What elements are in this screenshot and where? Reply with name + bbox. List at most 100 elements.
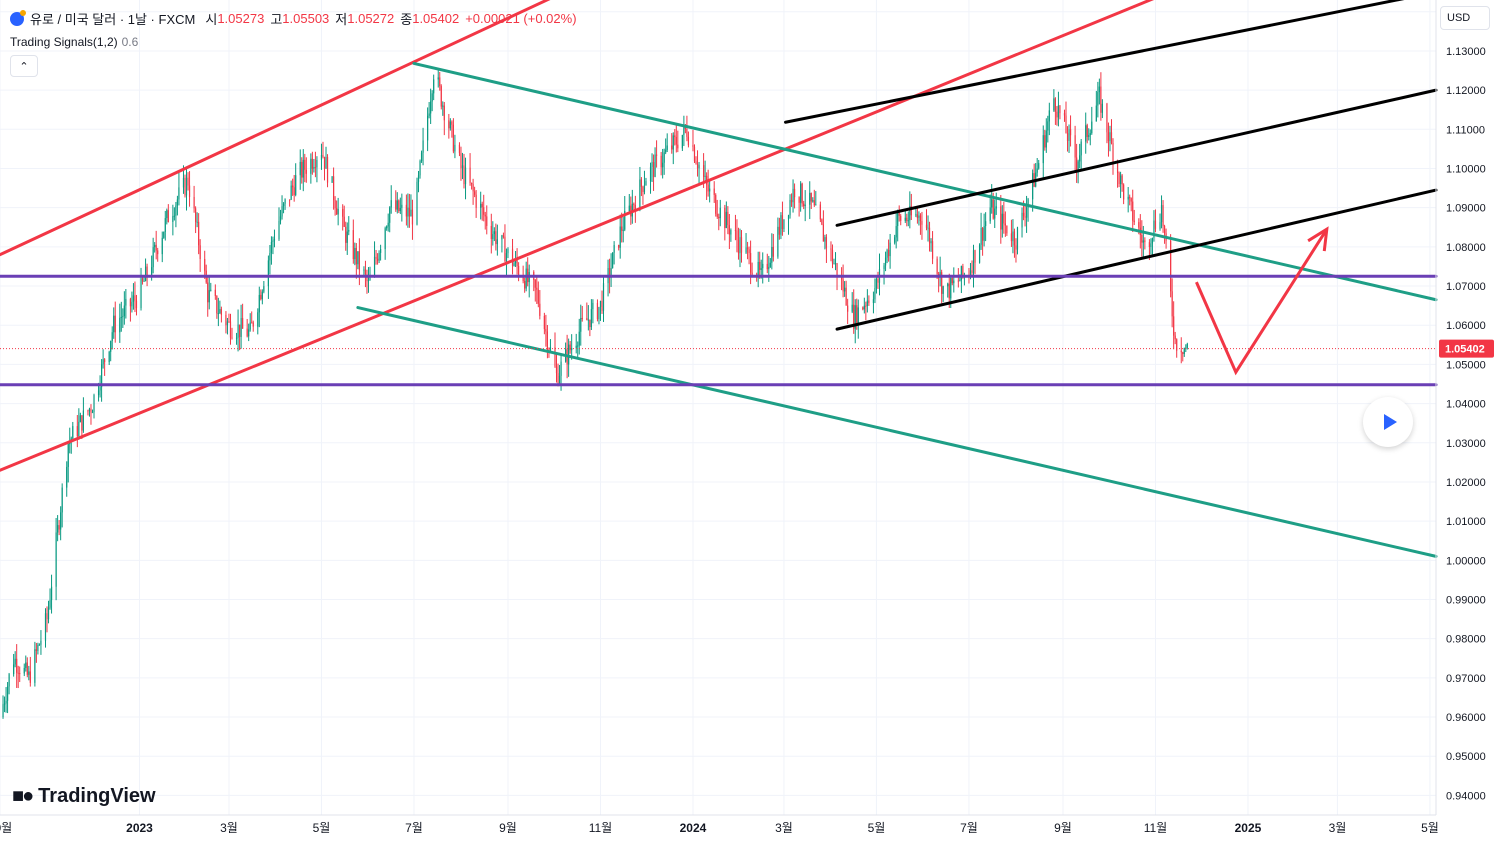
- candle-body: [395, 200, 397, 210]
- candle-body: [634, 204, 636, 211]
- candle-body: [217, 313, 219, 315]
- candle-body: [220, 309, 222, 315]
- candle-body: [571, 347, 573, 351]
- candle-body: [590, 309, 592, 328]
- candle-body: [208, 290, 210, 303]
- time-tick-label: 3월: [1329, 821, 1347, 835]
- candle-body: [44, 613, 47, 641]
- symbol-title[interactable]: 유로 / 미국 달러 · 1날 · FXCM: [30, 12, 196, 27]
- candle-body: [985, 221, 987, 227]
- candle-body: [613, 244, 615, 253]
- candle-body: [886, 250, 888, 258]
- candle-body: [131, 301, 133, 307]
- candle-body: [916, 214, 919, 218]
- candle-body: [919, 215, 922, 222]
- currency-selector[interactable]: USD: [1440, 6, 1490, 30]
- candle-body: [766, 263, 768, 270]
- candle-body: [311, 158, 313, 169]
- candle-body: [792, 188, 794, 203]
- candle-body: [621, 226, 623, 231]
- candle-body: [724, 207, 726, 229]
- candle-body: [267, 260, 269, 287]
- candle-body: [47, 607, 50, 620]
- candle-body: [798, 197, 800, 203]
- black-channel-lower: [835, 188, 1438, 331]
- candle-body: [420, 152, 423, 162]
- candle-body: [480, 203, 482, 208]
- candle-body: [229, 321, 232, 338]
- low-value: 1.05272: [347, 11, 395, 26]
- candle-body: [801, 183, 803, 204]
- candle-body: [599, 301, 602, 308]
- black-channel-upper: [783, 0, 1405, 124]
- candle-body: [336, 208, 338, 215]
- candle-body: [1171, 291, 1173, 317]
- candle-body: [904, 217, 906, 221]
- candle-body: [662, 162, 664, 168]
- candle-body: [651, 162, 653, 167]
- candle-body: [663, 152, 665, 163]
- candle-body: [507, 248, 509, 254]
- candle-body: [1004, 223, 1006, 226]
- candle-body: [144, 266, 147, 281]
- candle-body: [727, 211, 729, 226]
- candle-body: [927, 227, 929, 229]
- candle-body: [240, 318, 242, 337]
- collapse-legend-button[interactable]: ⌃: [10, 55, 38, 77]
- candle-body: [433, 79, 435, 94]
- candle-body: [1153, 220, 1155, 238]
- indicator-legend[interactable]: Trading Signals(1,2) 0.6: [10, 35, 138, 49]
- candle-body: [5, 700, 7, 704]
- candle-body: [26, 662, 28, 675]
- time-tick-label: 9월: [499, 821, 517, 835]
- candle-body: [683, 125, 685, 135]
- candle-body: [1119, 175, 1122, 184]
- candle-body: [1148, 242, 1151, 248]
- candle-body: [862, 307, 864, 310]
- candle-body: [29, 671, 31, 683]
- candle-body: [991, 199, 993, 208]
- candle-body: [851, 304, 853, 312]
- candle-body: [951, 278, 953, 284]
- candle-body: [587, 319, 589, 321]
- candle-body: [1001, 213, 1003, 230]
- candle-body: [376, 258, 379, 261]
- candle-body: [46, 613, 48, 620]
- candle-body: [151, 267, 153, 276]
- candle-body: [91, 412, 94, 414]
- candle-body: [490, 225, 492, 239]
- candle-body: [167, 210, 169, 223]
- candle-body: [1016, 227, 1019, 250]
- candle-body: [790, 199, 793, 203]
- candle-body: [693, 146, 696, 162]
- candle-body: [549, 347, 552, 351]
- candle-body: [161, 237, 163, 255]
- candle-body: [119, 317, 121, 333]
- candle-body: [983, 226, 985, 241]
- candle-body: [34, 649, 36, 683]
- candle-body: [1138, 222, 1140, 228]
- candle-body: [907, 220, 909, 222]
- candle-body: [666, 145, 668, 150]
- candle-body: [1163, 226, 1166, 234]
- drawings[interactable]: [0, 0, 1438, 558]
- candle-body: [399, 207, 401, 212]
- candle-body: [290, 185, 292, 200]
- candle-body: [355, 247, 357, 265]
- candle-body: [1056, 111, 1058, 118]
- candle-body: [90, 408, 92, 413]
- candle-body: [78, 421, 80, 437]
- candle-body: [513, 263, 515, 266]
- candle-body: [1112, 143, 1114, 164]
- candle-body: [1118, 173, 1120, 184]
- replay-button[interactable]: [1363, 397, 1413, 447]
- candle-body: [1025, 207, 1028, 218]
- candle-body: [1162, 205, 1164, 227]
- candle-body: [97, 390, 100, 396]
- candle-body: [396, 200, 398, 210]
- candle-body: [1107, 132, 1110, 142]
- candle-body: [875, 278, 878, 289]
- candle-body: [941, 272, 943, 294]
- candle-body: [972, 250, 975, 273]
